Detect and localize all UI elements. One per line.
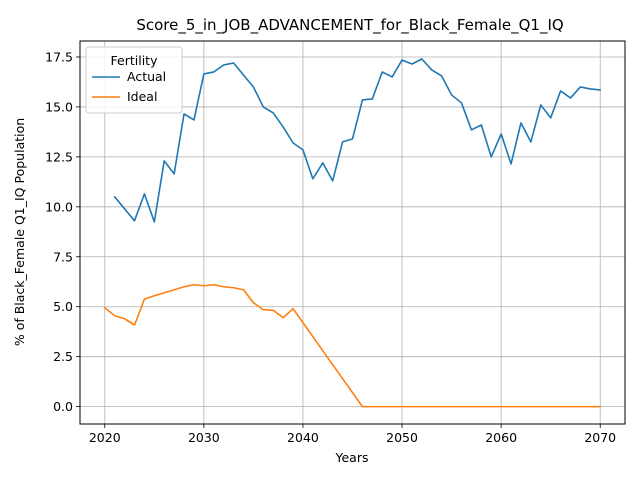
grid (80, 41, 625, 424)
y-tick-label: 15.0 (45, 99, 73, 114)
y-tick-label: 0.0 (53, 399, 73, 414)
y-tick-label: 17.5 (45, 49, 73, 64)
x-tick-label: 2030 (188, 430, 220, 445)
y-tick-label: 7.5 (53, 249, 73, 264)
y-tick-label: 12.5 (45, 149, 73, 164)
y-axis-label: % of Black_Female Q1_IQ Population (12, 118, 27, 346)
x-tick-label: 2050 (386, 430, 418, 445)
series-line-ideal (103, 283, 602, 408)
x-tick-label: 2040 (287, 430, 319, 445)
x-tick-label: 2060 (485, 430, 517, 445)
series-line-actual (113, 58, 602, 223)
legend-entry-ideal: Ideal (127, 89, 157, 104)
x-tick-label: 2070 (584, 430, 616, 445)
series-layer (103, 58, 602, 408)
legend: Fertility Actual Ideal (85, 46, 183, 114)
plot-area-frame (79, 40, 626, 425)
ticks: 2020 2030 2040 2050 2060 2070 0.0 2.5 5.0 7.5 10.0… (45, 49, 616, 445)
chart-title: Score_5_in_JOB_ADVANCEMENT_for_Black_Fem… (136, 16, 563, 35)
x-axis-label: Years (335, 450, 369, 465)
legend-entry-actual: Actual (127, 69, 166, 84)
legend-title: Fertility (111, 53, 159, 68)
y-tick-label: 2.5 (53, 349, 73, 364)
y-tick-label: 5.0 (53, 299, 73, 314)
x-tick-label: 2020 (89, 430, 121, 445)
y-tick-label: 10.0 (45, 199, 73, 214)
